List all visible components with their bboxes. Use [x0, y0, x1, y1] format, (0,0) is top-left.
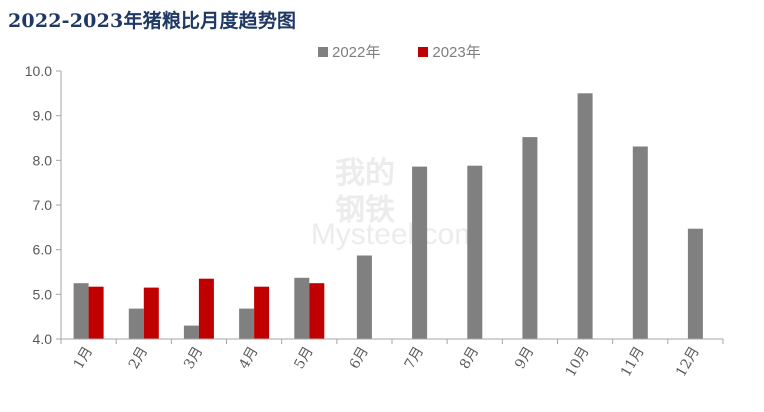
y-tick-label: 5.0	[33, 286, 53, 302]
watermark: 我的 钢铁 Mysteel.com	[311, 157, 479, 251]
bar-2023年-1月	[88, 286, 104, 339]
legend-item-2023: 2023年	[418, 41, 481, 62]
bar-2022年-10月	[577, 93, 593, 339]
x-tick-label: 5月	[291, 344, 316, 372]
x-tick-label: 8月	[457, 344, 482, 372]
x-tick-label: 2月	[126, 344, 151, 372]
bar-2023年-2月	[143, 287, 159, 339]
x-tick-label: 11月	[618, 344, 648, 380]
bar-2023年-5月	[309, 283, 325, 339]
watermark-cn-bottom: 钢铁	[335, 194, 395, 227]
x-tick-label: 9月	[512, 344, 537, 372]
x-tick-label: 6月	[347, 344, 372, 372]
legend-label-2023: 2023年	[432, 44, 481, 61]
legend: 2022年 2023年	[318, 41, 481, 62]
bar-2022年-6月	[356, 255, 372, 339]
y-tick-label: 10.0	[25, 63, 52, 79]
x-tick-label: 1月	[71, 344, 96, 372]
y-tick-label: 9.0	[33, 108, 53, 124]
y-tick-label: 4.0	[33, 331, 53, 347]
y-tick-label: 6.0	[33, 242, 53, 258]
x-tick-label: 7月	[402, 344, 427, 372]
watermark-cn-top: 我的	[335, 157, 395, 190]
bar-2022年-7月	[412, 166, 428, 339]
x-tick-label: 4月	[236, 344, 261, 372]
bar-2023年-4月	[254, 286, 270, 339]
chart-title: 2022-2023年猪粮比月度趋势图	[8, 10, 297, 32]
bar-2022年-1月	[73, 283, 89, 339]
bar-2022年-12月	[687, 228, 703, 339]
y-tick-label: 7.0	[33, 197, 53, 213]
bar-2022年-8月	[467, 165, 483, 339]
bar-2022年-4月	[239, 308, 255, 339]
legend-swatch-2023	[418, 46, 429, 57]
bar-2022年-9月	[522, 137, 538, 339]
legend-swatch-2022	[318, 46, 328, 57]
bar-2022年-11月	[632, 146, 648, 339]
x-tick-label: 3月	[181, 344, 206, 372]
bar-2022年-2月	[128, 308, 144, 339]
bar-2022年-5月	[294, 277, 310, 339]
bar-2023年-3月	[198, 278, 214, 339]
watermark-latin: Mysteel.com	[311, 218, 479, 251]
x-tick-label: 10月	[563, 344, 593, 380]
bar-2022年-3月	[183, 325, 199, 339]
legend-label-2022: 2022年	[332, 44, 381, 61]
y-tick-label: 8.0	[33, 152, 53, 168]
legend-item-2022: 2022年	[318, 41, 380, 62]
x-tick-label: 12月	[673, 344, 703, 380]
